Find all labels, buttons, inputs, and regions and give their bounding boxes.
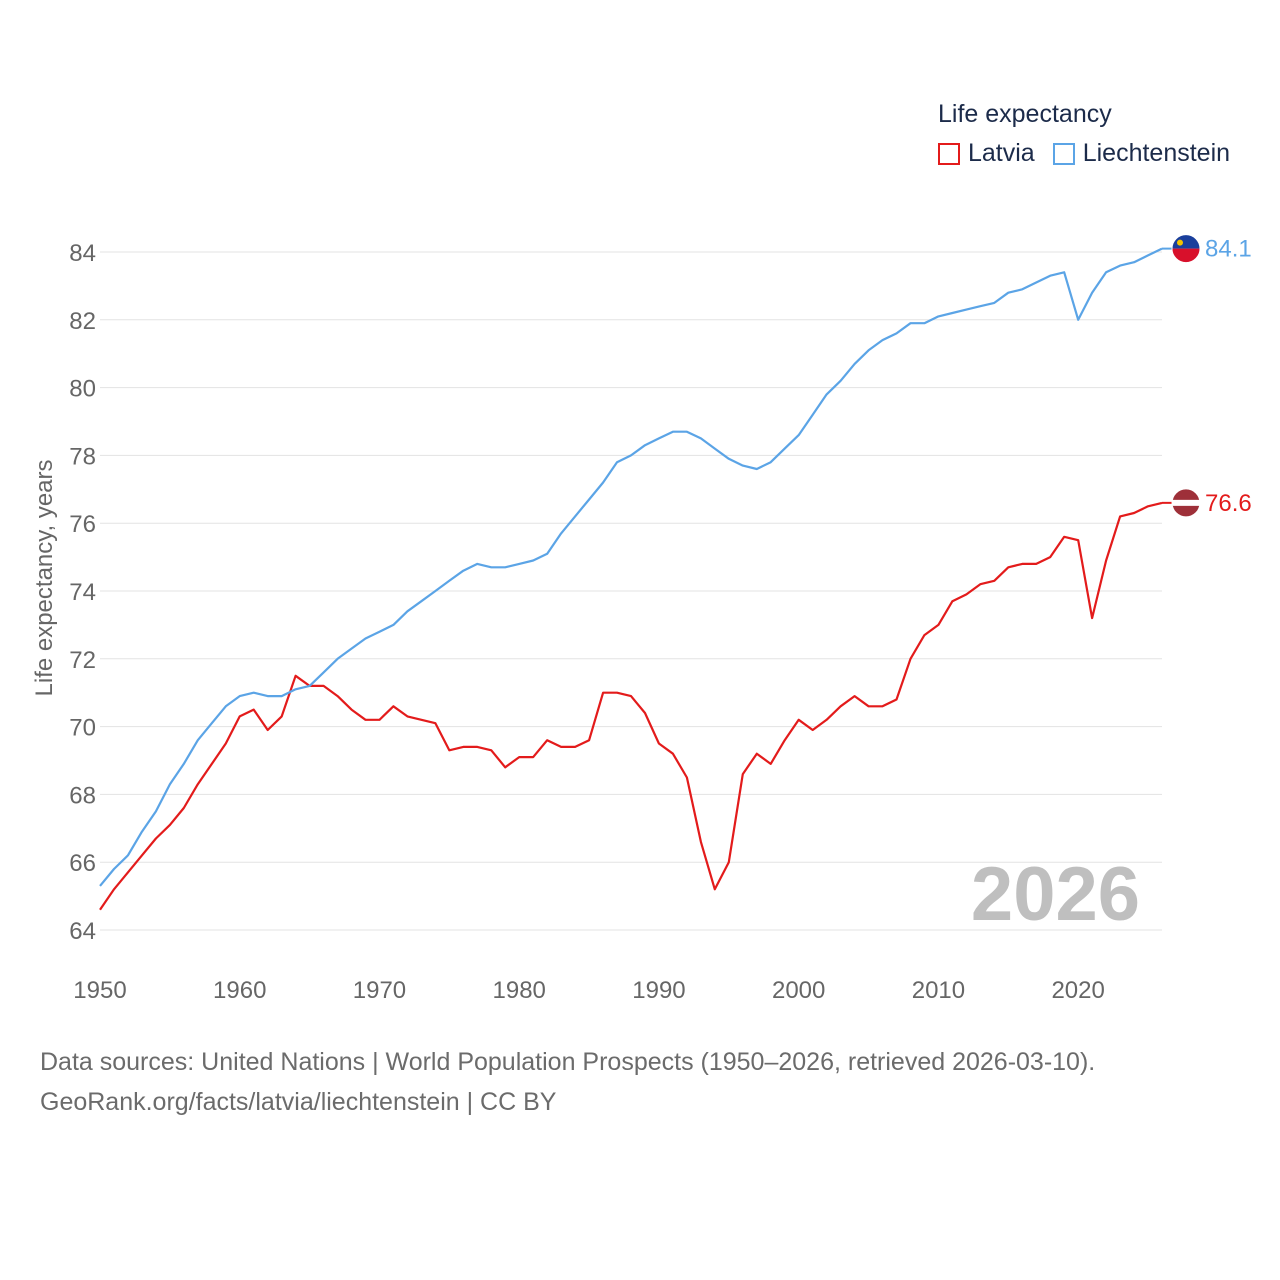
y-tick-label: 64 bbox=[69, 918, 96, 945]
year-watermark: 2026 bbox=[971, 852, 1140, 937]
y-tick-label: 76 bbox=[69, 511, 96, 538]
legend-item-liechtenstein[interactable]: Liechtenstein bbox=[1052, 139, 1231, 168]
gridlines bbox=[100, 251, 1162, 931]
y-axis-label: Life expectancy, years bbox=[31, 459, 58, 696]
sources-line-1: Data sources: United Nations | World Pop… bbox=[40, 1048, 1096, 1076]
y-tick-label: 78 bbox=[69, 443, 96, 470]
sources-line-2[interactable]: GeoRank.org/facts/latvia/liechtenstein |… bbox=[40, 1088, 557, 1116]
liechtenstein-flag-icon bbox=[1171, 234, 1201, 264]
legend: Life expectancy Latvia Liechtenstein bbox=[938, 100, 1248, 168]
legend-label-latvia: Latvia bbox=[968, 139, 1035, 167]
x-tick-label: 1990 bbox=[632, 977, 685, 1004]
data-sources: Data sources: United Nations | World Pop… bbox=[40, 1042, 1095, 1122]
x-axis-ticks: 1950 1960 1970 1980 1990 2000 2010 2020 bbox=[73, 977, 1105, 1004]
series-line-liechtenstein bbox=[99, 247, 1163, 887]
legend-title: Life expectancy bbox=[938, 100, 1112, 128]
y-tick-label: 68 bbox=[69, 782, 96, 809]
y-axis-ticks: 64 66 68 70 72 74 76 78 80 82 84 bbox=[69, 240, 96, 945]
legend-swatch-liechtenstein bbox=[1052, 142, 1075, 165]
y-tick-label: 66 bbox=[69, 850, 96, 877]
y-tick-label: 82 bbox=[69, 308, 96, 335]
end-label-liechtenstein: 84.1 bbox=[1205, 236, 1252, 263]
y-tick-label: 84 bbox=[69, 240, 96, 267]
latvia-flag-icon bbox=[1171, 488, 1201, 518]
legend-swatch-latvia bbox=[938, 142, 960, 165]
x-tick-label: 1960 bbox=[213, 977, 266, 1004]
y-tick-label: 70 bbox=[69, 715, 96, 742]
x-tick-label: 1980 bbox=[493, 977, 546, 1004]
y-tick-label: 72 bbox=[69, 647, 96, 674]
x-tick-label: 2010 bbox=[912, 977, 965, 1004]
series-lines bbox=[99, 247, 1163, 911]
end-label-latvia: 76.6 bbox=[1205, 490, 1252, 517]
y-tick-label: 80 bbox=[69, 376, 96, 403]
legend-label-liechtenstein: Liechtenstein bbox=[1082, 139, 1231, 167]
x-tick-label: 1950 bbox=[73, 977, 126, 1004]
legend-item-latvia[interactable]: Latvia bbox=[938, 139, 1035, 168]
x-tick-label: 2000 bbox=[772, 977, 825, 1004]
series-end-labels: 76.6 84.1 bbox=[1162, 234, 1252, 518]
x-tick-label: 1970 bbox=[353, 977, 406, 1004]
legend-items: Latvia Liechtenstein bbox=[938, 139, 1248, 168]
x-tick-label: 2020 bbox=[1051, 977, 1104, 1004]
y-tick-label: 74 bbox=[69, 579, 96, 606]
series-line-latvia bbox=[99, 501, 1163, 911]
